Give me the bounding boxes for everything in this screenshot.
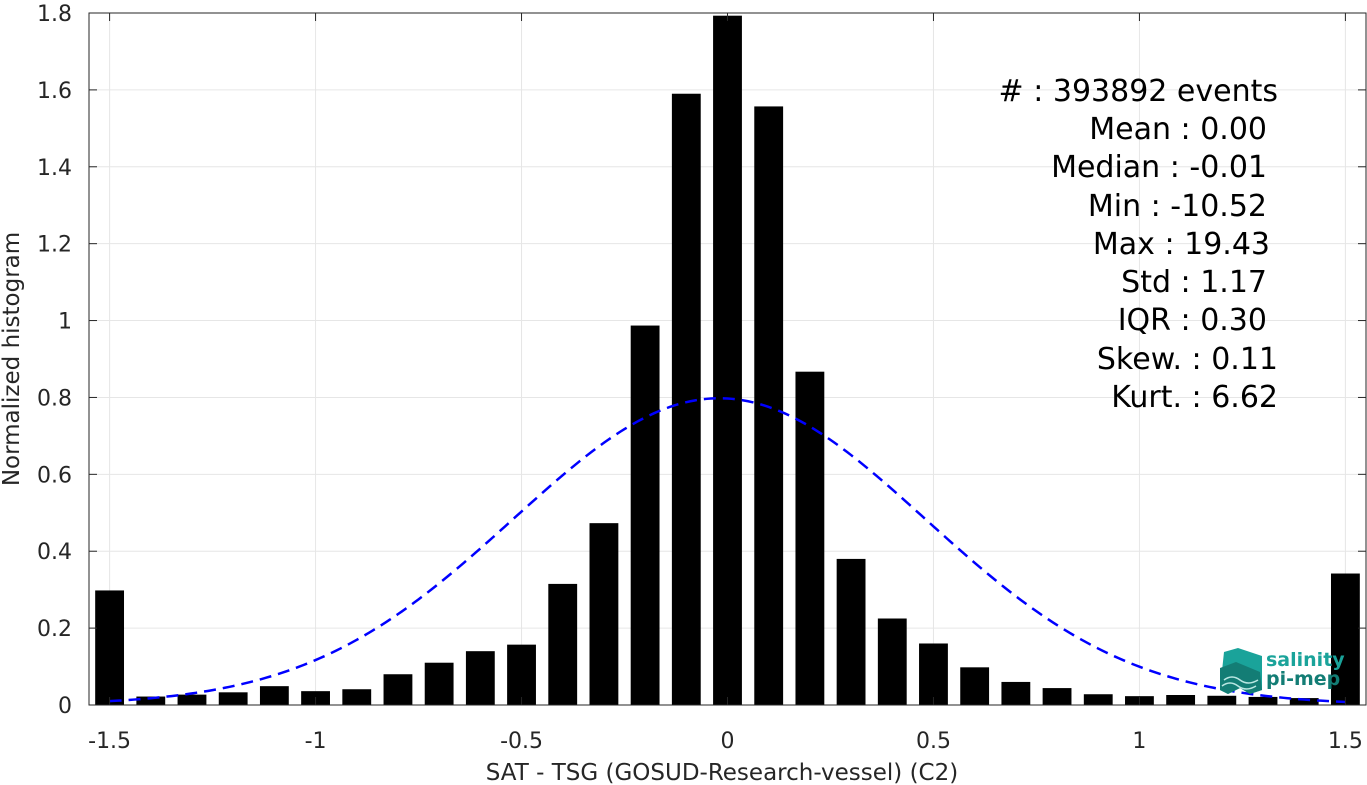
histogram-bar (465, 651, 495, 705)
y-tick-label: 1.2 (37, 233, 72, 258)
x-axis-ticks: -1.5 -1 -0.5 0 0.5 1 1.5 (88, 13, 1363, 754)
histogram-bar (177, 694, 207, 705)
y-tick-label: 0.2 (37, 617, 72, 642)
histogram-bar (919, 643, 948, 705)
stat-median: Median : -0.01 (1051, 150, 1267, 185)
histogram-bar (836, 558, 866, 705)
y-tick-label: 1.8 (37, 2, 72, 27)
x-tick-label: 0.5 (916, 729, 951, 754)
stat-kurt: Kurt. : 6.62 (1111, 380, 1278, 415)
logo-text-pi-mep: pi-mep (1266, 668, 1340, 690)
histogram-bar (342, 689, 372, 705)
x-tick-label: 1 (1132, 729, 1146, 754)
stat-min: Min : -10.52 (1088, 189, 1267, 224)
y-tick-label: 1.4 (37, 156, 72, 181)
histogram-bar (1207, 695, 1237, 705)
histogram-bar (630, 325, 660, 705)
y-tick-label: 0.8 (37, 386, 72, 411)
histogram-bar (1248, 696, 1278, 705)
stat-events: # : 393892 events (999, 74, 1278, 109)
histogram-bar (95, 590, 125, 705)
histogram-bar (1330, 573, 1360, 705)
histogram-bar (877, 618, 907, 705)
histogram-bar (1042, 688, 1072, 705)
histogram-bar (136, 696, 166, 705)
histogram-bars (95, 15, 1360, 706)
logo-text-salinity: salinity (1266, 649, 1345, 671)
y-tick-label: 0 (58, 694, 72, 719)
stat-iqr: IQR : 0.30 (1118, 303, 1267, 338)
x-tick-label: -1.5 (88, 729, 131, 754)
histogram-bar (548, 583, 578, 705)
stat-max: Max : 19.43 (1093, 227, 1270, 262)
y-axis-title: Normalized histogram (0, 232, 25, 486)
y-tick-label: 1 (58, 310, 72, 335)
histogram-bar (589, 523, 619, 705)
histogram-bar (1166, 695, 1196, 705)
logo-mark-icon (1220, 648, 1262, 694)
histogram-bar (424, 662, 454, 705)
stat-skew: Skew. : 0.11 (1097, 342, 1278, 377)
histogram-bar (713, 15, 742, 706)
y-tick-label: 1.6 (37, 79, 72, 104)
gaussian-fit-curve (109, 397, 1346, 704)
stat-std: Std : 1.17 (1121, 265, 1267, 300)
salinity-pi-mep-logo: salinity pi-mep (1220, 648, 1345, 694)
histogram-bar (218, 692, 248, 705)
histogram-bar (1001, 681, 1031, 705)
statistics-box: # : 393892 events Mean : 0.00 Median : -… (999, 74, 1278, 415)
histogram-bar (507, 644, 536, 705)
histogram-bar (259, 686, 289, 705)
x-axis-title: SAT - TSG (GOSUD-Research-vessel) (C2) (486, 760, 958, 785)
y-tick-label: 0.6 (37, 463, 72, 488)
y-axis-ticks: 0 0.2 0.4 0.6 0.8 1 1.2 1.4 1.6 1.8 (37, 2, 1366, 719)
stat-mean: Mean : 0.00 (1089, 112, 1267, 147)
histogram-bar (795, 371, 825, 705)
histogram-bar (1289, 698, 1319, 705)
histogram-bar (1083, 694, 1113, 705)
x-tick-label: -1 (305, 729, 327, 754)
y-tick-label: 0.4 (37, 540, 72, 565)
histogram-bar (960, 667, 990, 705)
x-tick-label: 0 (721, 729, 735, 754)
x-tick-label: -0.5 (500, 729, 543, 754)
x-tick-label: 1.5 (1328, 729, 1363, 754)
histogram-bar (383, 674, 413, 705)
